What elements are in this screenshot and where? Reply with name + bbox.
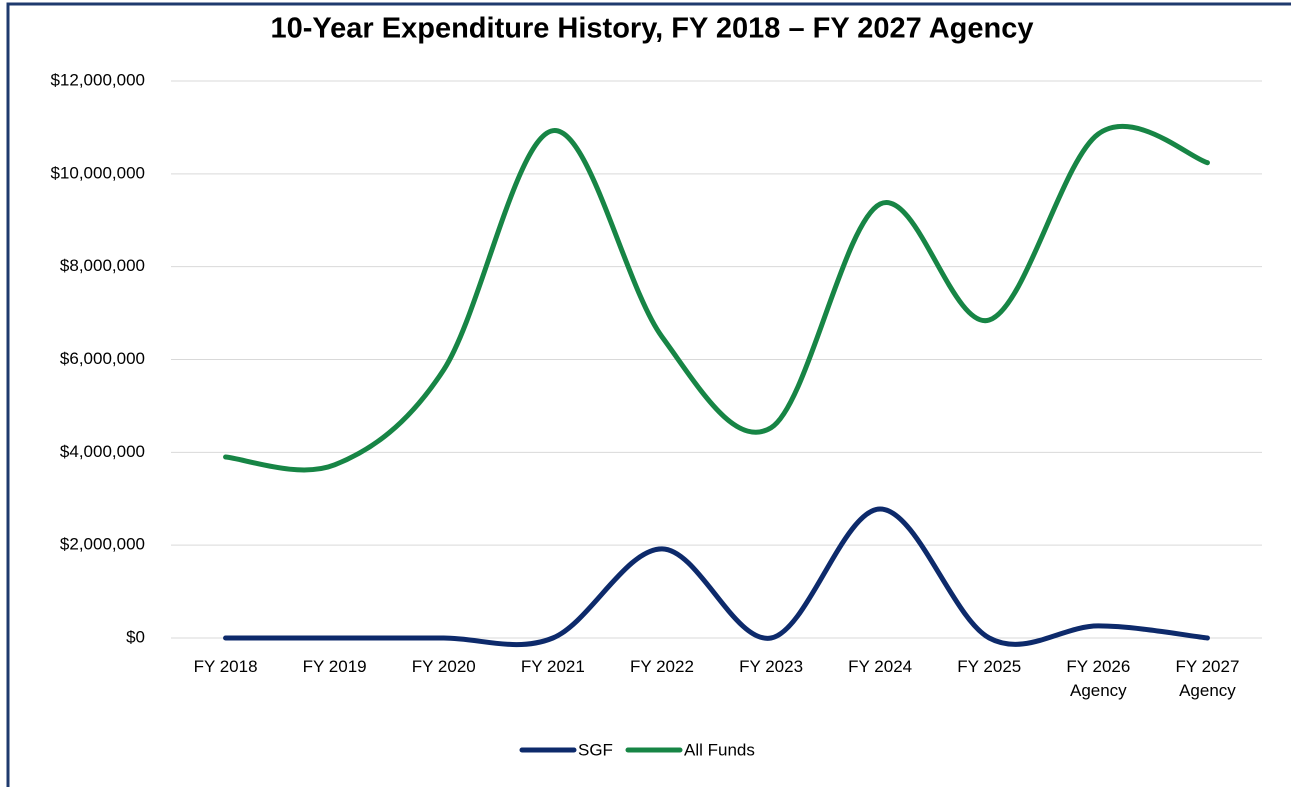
x-tick-label: FY 2021	[520, 657, 585, 676]
y-tick-label: $6,000,000	[60, 349, 145, 368]
x-tick-label: FY 2022	[629, 657, 694, 676]
x-tick-label: FY 2019	[302, 657, 367, 676]
chart-border	[6, 2, 1291, 787]
x-tick-label: FY 2027 Agency	[1175, 657, 1240, 700]
chart-title: 10-Year Expenditure History, FY 2018 – F…	[271, 13, 1034, 45]
series-line	[223, 506, 1210, 648]
y-tick-label: $4,000,000	[60, 442, 145, 461]
x-tick-label: FY 2023	[739, 657, 804, 676]
x-tick-label: FY 2020	[411, 657, 476, 676]
x-tick-label: FY 2024	[848, 657, 913, 676]
y-tick-label: $12,000,000	[50, 70, 145, 89]
series-line	[223, 124, 1210, 473]
legend-label: All Funds	[684, 740, 755, 759]
legend-label: SGF	[578, 740, 613, 759]
y-tick-label: $0	[126, 627, 145, 646]
x-tick-label: FY 2018	[193, 657, 258, 676]
y-tick-label: $10,000,000	[50, 163, 145, 182]
y-tick-label: $8,000,000	[60, 256, 145, 275]
x-tick-label: FY 2026 Agency	[1066, 657, 1131, 700]
y-tick-label: $2,000,000	[60, 535, 145, 554]
x-tick-label: FY 2025	[957, 657, 1022, 676]
